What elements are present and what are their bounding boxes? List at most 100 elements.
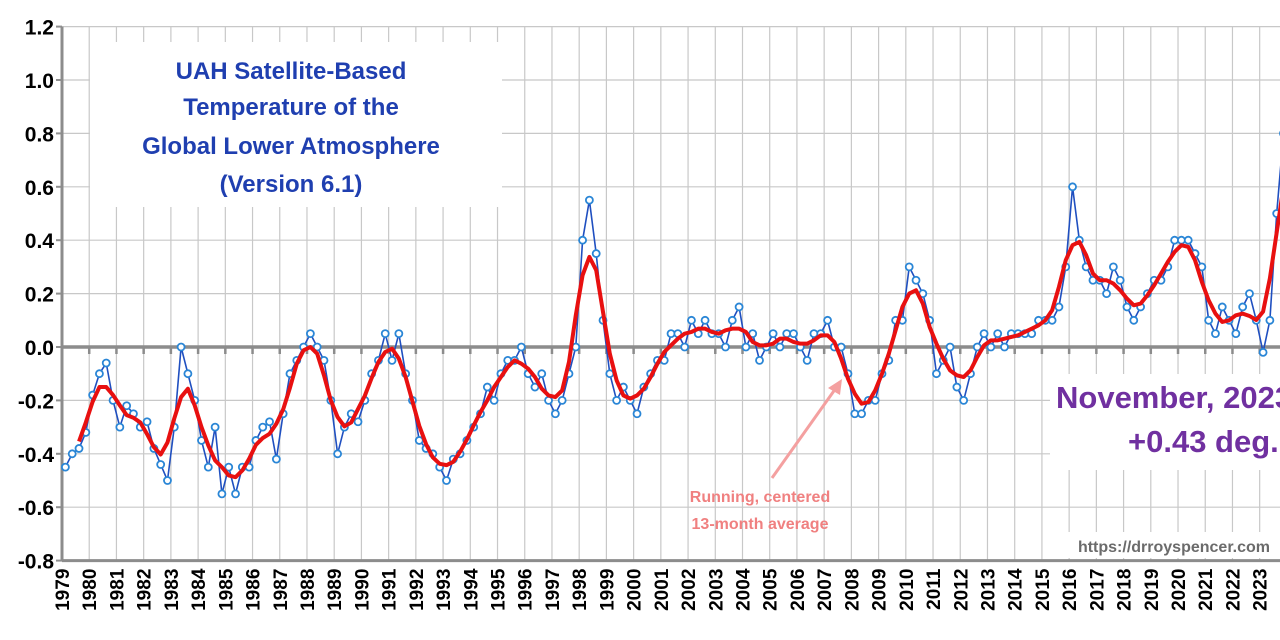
data-point-marker bbox=[265, 417, 274, 427]
data-point-marker bbox=[305, 329, 315, 339]
x-tick-label: 2020 bbox=[1169, 569, 1190, 611]
x-tick-label: 1986 bbox=[244, 569, 265, 611]
x-tick-label: 1993 bbox=[434, 569, 455, 611]
x-tick-label: 2011 bbox=[924, 568, 945, 610]
data-point-marker bbox=[1000, 342, 1009, 352]
data-point-marker bbox=[156, 460, 166, 469]
data-point-marker bbox=[231, 489, 240, 499]
data-point-marker bbox=[1122, 302, 1132, 312]
data-point-marker bbox=[163, 476, 172, 485]
data-point-marker bbox=[768, 329, 778, 339]
data-point-marker bbox=[1238, 302, 1248, 312]
running-mean-label-1: Running, centered bbox=[690, 489, 830, 506]
data-point-marker bbox=[1054, 302, 1064, 312]
x-tick-labels: 1979 1980 1981 1982 1983 1984 1985 1986 1987 1988… bbox=[53, 568, 1272, 611]
data-point-marker bbox=[1068, 182, 1077, 192]
data-point-marker bbox=[1204, 315, 1214, 325]
x-tick-label: 2008 bbox=[842, 569, 863, 611]
data-point-marker bbox=[972, 342, 982, 352]
x-tick-label: 2007 bbox=[815, 569, 836, 611]
y-tick-label: 1.0 bbox=[25, 70, 54, 93]
data-point-marker bbox=[700, 315, 710, 325]
y-tick-labels: 1.2 1.0 0.8 0.6 0.4 0.2 0.0 -0.2 -0.4 -0.6 -0.8 bbox=[18, 17, 55, 574]
data-point-marker bbox=[823, 315, 832, 325]
x-tick-label: 1979 bbox=[53, 569, 74, 611]
x-tick-label: 2018 bbox=[1115, 569, 1136, 611]
data-point-marker bbox=[516, 342, 526, 352]
x-tick-label: 2017 bbox=[1087, 569, 1108, 611]
title-line-2: Temperature of the bbox=[183, 94, 399, 121]
data-point-marker bbox=[550, 409, 560, 419]
data-point-marker bbox=[115, 422, 125, 432]
data-point-marker bbox=[986, 342, 996, 352]
data-point-marker bbox=[312, 342, 322, 352]
y-tick-label: 0.6 bbox=[25, 177, 54, 200]
x-tick-label: 2000 bbox=[625, 569, 646, 611]
x-tick-label: 2009 bbox=[870, 569, 891, 611]
credit: https://drroyspencer.com bbox=[1046, 532, 1276, 558]
data-point-marker bbox=[1231, 329, 1241, 339]
x-tick-label: 2012 bbox=[951, 569, 972, 611]
data-point-marker bbox=[979, 329, 989, 339]
data-point-marker bbox=[945, 342, 955, 352]
data-point-marker bbox=[258, 422, 268, 432]
data-point-marker bbox=[632, 409, 642, 419]
data-point-marker bbox=[775, 342, 785, 352]
data-point-marker bbox=[224, 462, 234, 472]
x-tick-label: 1998 bbox=[570, 569, 591, 611]
data-point-marker bbox=[1108, 262, 1118, 272]
data-point-marker bbox=[734, 302, 744, 312]
data-point-marker bbox=[95, 369, 104, 379]
data-point-marker bbox=[530, 382, 540, 392]
data-point-marker bbox=[67, 449, 77, 459]
data-point-marker bbox=[442, 476, 451, 485]
data-point-marker bbox=[591, 249, 601, 258]
data-point-marker bbox=[183, 369, 193, 379]
x-tick-label: 2010 bbox=[897, 569, 918, 611]
x-tick-label: 1989 bbox=[325, 569, 346, 611]
y-tick-label: -0.2 bbox=[18, 390, 54, 413]
running-mean-line bbox=[77, 196, 1280, 480]
data-point-marker bbox=[993, 329, 1003, 339]
title-line-4: (Version 6.1) bbox=[220, 171, 363, 198]
x-tick-label: 1990 bbox=[352, 569, 373, 611]
data-point-marker bbox=[176, 342, 186, 352]
x-tick-label: 2019 bbox=[1142, 569, 1163, 611]
data-point-marker bbox=[537, 369, 547, 379]
data-point-marker bbox=[687, 315, 696, 325]
data-point-marker bbox=[1183, 235, 1193, 245]
x-tick-label: 1985 bbox=[216, 568, 237, 611]
data-point-marker bbox=[904, 262, 914, 272]
data-point-marker bbox=[857, 409, 866, 419]
x-tick-label: 2002 bbox=[679, 569, 700, 611]
data-point-marker bbox=[74, 444, 84, 453]
data-point-marker bbox=[1217, 302, 1227, 312]
credit-url: https://drroyspencer.com bbox=[1078, 539, 1270, 556]
data-point-marker bbox=[952, 382, 962, 392]
latest-annotation: November, 2023 +0.43 deg. bbox=[1050, 374, 1280, 470]
data-point-marker bbox=[387, 355, 397, 365]
data-point-marker bbox=[1129, 315, 1139, 325]
data-point-marker bbox=[1211, 329, 1220, 339]
title-line-1: UAH Satellite-Based bbox=[176, 58, 407, 85]
data-point-marker bbox=[584, 195, 594, 205]
data-point-marker bbox=[802, 355, 812, 365]
x-tick-label: 2013 bbox=[978, 569, 999, 611]
x-tick-label: 2023 bbox=[1251, 569, 1272, 611]
data-point-marker bbox=[755, 355, 764, 365]
arrow-head-icon bbox=[828, 379, 842, 395]
data-point-marker bbox=[203, 462, 213, 472]
data-point-marker bbox=[870, 395, 880, 405]
x-tick-label: 2022 bbox=[1223, 569, 1244, 611]
data-point-marker bbox=[721, 342, 730, 352]
y-tick-label: 1.2 bbox=[25, 17, 54, 40]
data-point-marker bbox=[741, 342, 751, 352]
data-point-marker bbox=[122, 401, 132, 411]
y-tick-label: 0.2 bbox=[25, 284, 54, 307]
y-tick-label: -0.8 bbox=[18, 551, 55, 574]
data-point-marker bbox=[394, 329, 404, 339]
x-tick-label: 1995 bbox=[489, 568, 510, 611]
y-tick-label: -0.4 bbox=[18, 444, 55, 467]
x-tick-label: 2016 bbox=[1060, 569, 1081, 611]
